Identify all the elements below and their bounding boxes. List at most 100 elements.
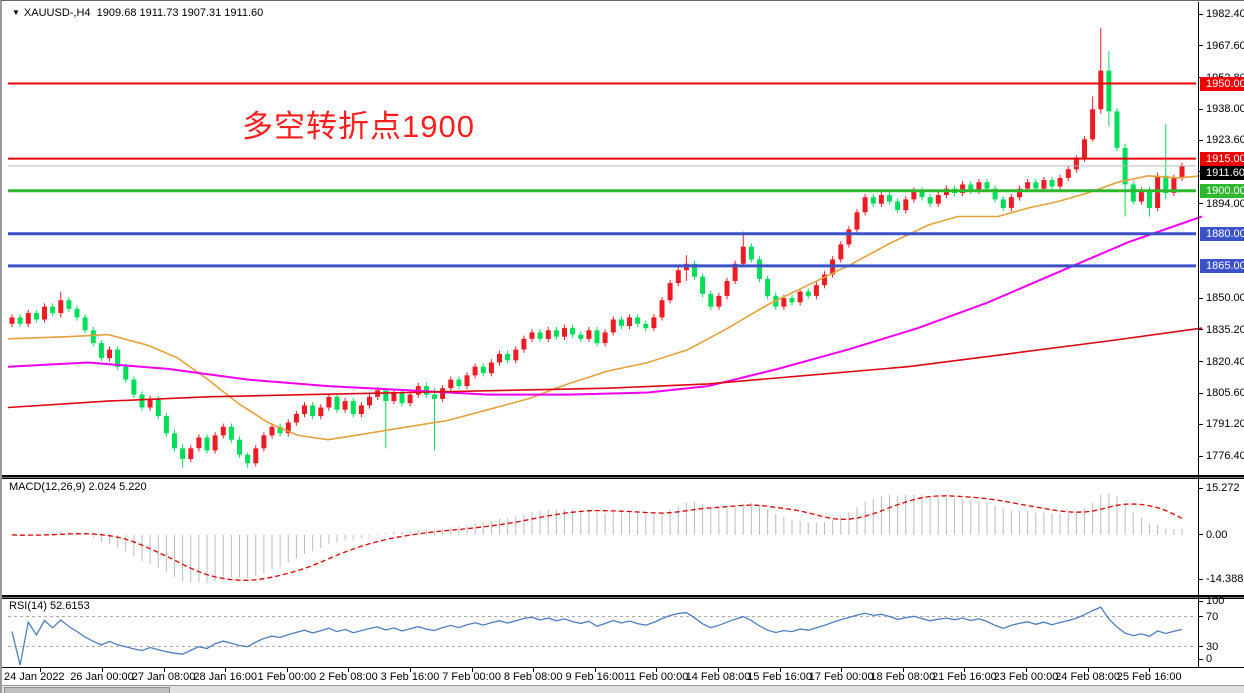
macd-axis-tick-mark [1198,578,1203,580]
current-price-badge: 1911.60 [1200,166,1244,181]
time-axis-label: 17 Feb 00:00 [808,671,874,683]
price-axis-tick: 1835.20 [1206,323,1244,336]
macd-axis-tick: -14.388 [1206,573,1244,585]
time-axis-tick-mark [533,667,535,672]
time-axis-tick-mark [1149,667,1151,672]
macd-signal-line [11,495,1183,582]
price-axis-tick-mark [1198,45,1203,47]
macd-axis-tick-mark [1198,487,1203,489]
macd-indicator-label: MACD(12,26,9) 2.024 5.220 [9,481,147,493]
time-axis-tick-mark [410,667,411,672]
time-axis-label: 2 Feb 08:00 [319,671,378,683]
time-axis-tick-mark [1087,667,1089,672]
price-line-badge: 1915.00 [1200,151,1244,166]
time-axis-label: 24 Jan 2022 [4,671,65,683]
time-axis-label: 9 Feb 16:00 [565,671,625,683]
time-axis-tick-mark [779,667,781,672]
rsi-axis-tick-mark [1198,616,1203,617]
ohlc-values: 1909.68 1911.73 1907.31 1911.60 [96,7,264,19]
price-axis-tick-mark [1198,297,1203,299]
macd-values: 2.024 5.220 [88,481,147,493]
price-axis-tick-mark [1198,361,1203,363]
price-line-badge: 1900.00 [1200,183,1244,198]
time-axis-tick-mark [656,667,658,672]
rsi-axis-tick: 0 [1206,653,1213,665]
time-axis-label: 8 Feb 08:00 [503,671,563,683]
chevron-down-icon[interactable]: ▼ [12,8,20,17]
macd-histogram [19,493,1183,584]
price-axis-tick-mark [1198,108,1203,110]
horizontal-scrollbar[interactable] [2,685,1244,693]
price-axis-tick-mark [1198,139,1203,141]
price-axis-tick: 1850.00 [1206,292,1244,305]
rsi-axis-tick-mark [1198,658,1203,660]
rsi-value: 52.6153 [49,600,90,612]
price-line-badge: 1865.00 [1200,258,1244,273]
rsi-line [11,606,1183,666]
time-axis-label: 7 Feb 00:00 [442,671,501,683]
time-axis-tick-mark [40,667,41,672]
price-axis-tick: 1982.40 [1206,8,1244,20]
time-axis-tick-mark [102,667,103,672]
price-line-badge: 1880.00 [1200,226,1244,241]
price-axis-tick: 1894.00 [1206,197,1244,210]
horizontal-level-lines[interactable] [8,82,1196,268]
price-axis-tick: 1791.20 [1206,418,1244,431]
time-axis-label: 3 Feb 16:00 [380,671,440,683]
rsi-axis-tick: 30 [1206,640,1219,653]
rsi-axis-tick-mark [1198,600,1203,602]
annotation-text: 多空转折点1900 [242,109,475,144]
time-axis-label: 23 Feb 00:00 [993,671,1059,683]
moving-averages [7,174,1203,441]
rsi-axis-tick-mark [1198,646,1203,647]
time-axis-tick-mark [225,667,227,672]
time-axis-label: 24 Feb 08:00 [1055,671,1121,683]
time-axis-tick-mark [1026,667,1027,672]
price-axis-tick: 1776.40 [1206,450,1244,462]
price-axis-tick: 1923.60 [1206,134,1244,147]
price-axis-tick: 1938.00 [1206,103,1244,116]
time-axis-label: 27 Jan 08:00 [131,671,196,683]
price-axis-tick-mark [1198,329,1203,331]
time-axis-tick-mark [902,667,904,672]
time-axis-tick-mark [718,667,719,672]
macd-axis-tick-mark [1198,534,1203,536]
rsi-axis-tick: 70 [1206,610,1219,623]
time-axis-label: 1 Feb 00:00 [257,671,317,683]
time-axis-label: 25 Feb 16:00 [1116,671,1182,683]
symbol-period-label: XAUUSD-,H4 [23,7,91,19]
price-axis-tick-mark [1198,13,1203,15]
price-axis-tick-mark [1198,423,1203,425]
price-axis-tick-mark [1198,392,1203,394]
rsi-axis-tick: 100 [1206,595,1225,607]
price-axis-tick-mark [1198,203,1203,205]
price-axis-tick: 1967.60 [1206,39,1244,52]
price-line-badge: 1950.00 [1200,76,1244,91]
ma-fast-orange [7,174,1203,441]
scrollbar-thumb[interactable] [4,687,170,693]
time-axis-tick-mark [471,667,473,672]
price-axis-tick-mark [1198,455,1203,457]
macd-name: MACD(12,26,9) [9,481,86,493]
macd-axis-tick: 0.00 [1206,528,1228,541]
time-axis-label: 11 Feb 00:00 [624,671,689,683]
rsi-name: RSI(14) [9,600,47,612]
ma-mid-magenta [7,215,1203,396]
price-axis-tick: 1805.60 [1206,387,1244,400]
time-axis-label: 28 Jan 16:00 [193,671,257,683]
time-axis-tick-mark [964,667,966,672]
time-axis-tick-mark [348,667,350,672]
time-axis-label: 15 Feb 16:00 [747,671,813,683]
ma-slow-red [7,327,1203,409]
time-axis-label: 14 Feb 08:00 [685,671,751,683]
time-axis-tick-mark [163,667,165,672]
time-axis-tick-mark [841,667,843,672]
rsi-indicator-label: RSI(14) 52.6153 [9,600,90,612]
panel-separators [2,2,1244,668]
price-axis-tick: 1820.40 [1206,355,1244,368]
time-axis-tick-mark [594,667,596,672]
time-axis-tick-mark [286,667,288,672]
candlesticks [9,27,1185,468]
